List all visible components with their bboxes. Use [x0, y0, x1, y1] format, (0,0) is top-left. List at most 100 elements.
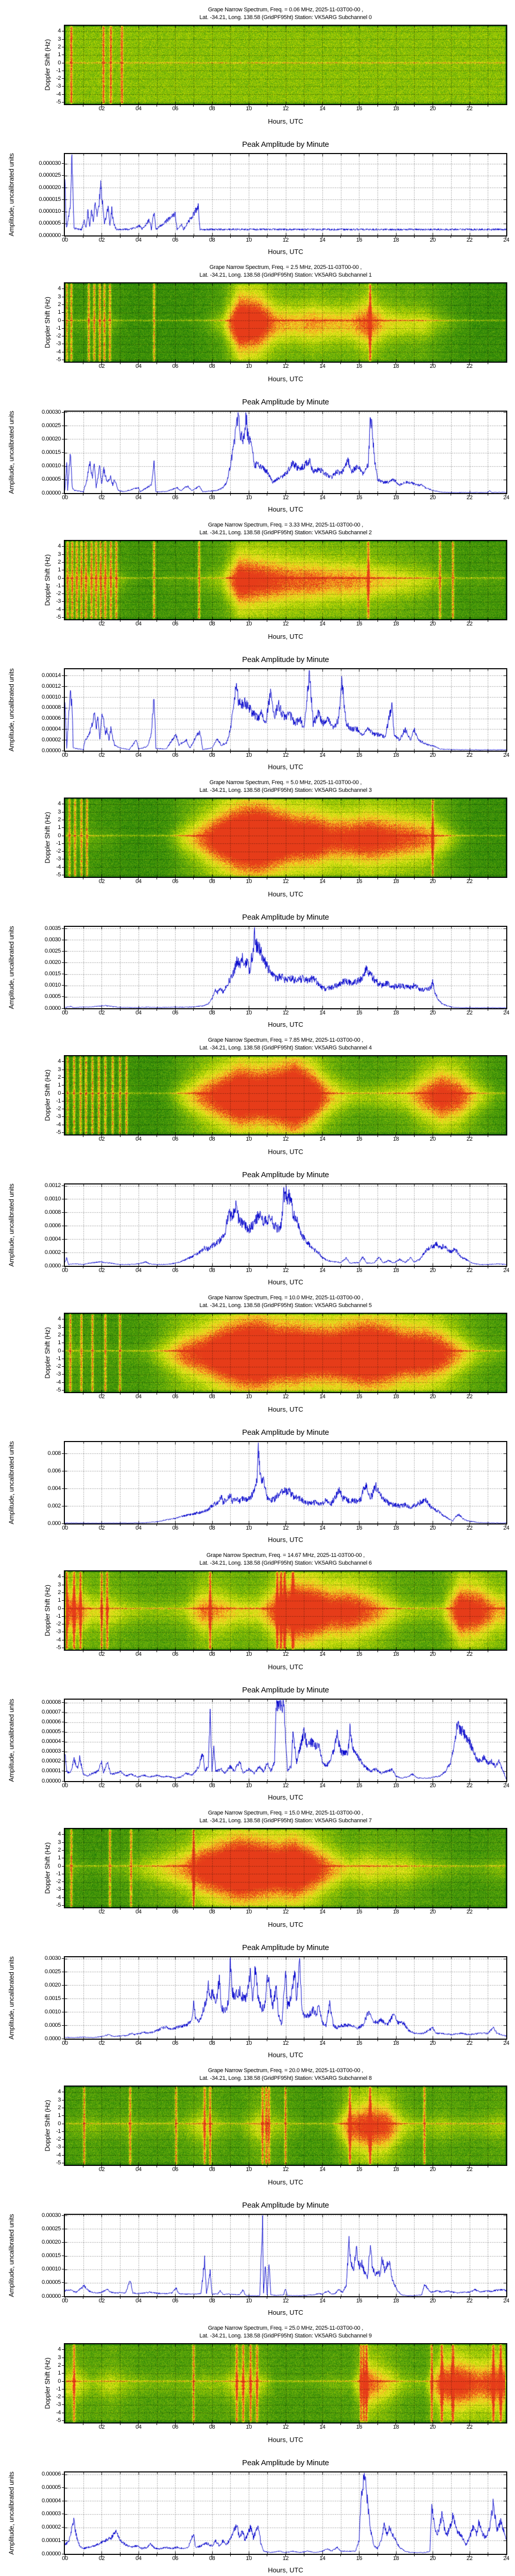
- x-tick-label: 06: [172, 1394, 179, 1400]
- tick-mark: [101, 2040, 102, 2042]
- tick-mark: [230, 620, 231, 622]
- tick-mark: [101, 1651, 102, 1653]
- y-tick-label: -5: [56, 1386, 61, 1393]
- tick-mark: [414, 1393, 415, 1395]
- tick-mark: [62, 728, 64, 730]
- tick-mark: [62, 1600, 64, 1601]
- tick-mark: [62, 1366, 64, 1367]
- tick-mark: [62, 479, 64, 480]
- tick-mark: [285, 236, 286, 239]
- amplitude-xaxis-label: Hours, UTC: [268, 2051, 303, 2059]
- tick-mark: [62, 1616, 64, 1617]
- x-tick-label: 10: [246, 1783, 252, 1789]
- tick-mark: [377, 1782, 378, 1784]
- x-tick-label: 20: [430, 1267, 436, 1274]
- x-tick-label: 00: [62, 2555, 68, 2562]
- y-tick-label: 2: [58, 1332, 61, 1338]
- x-tick-label: 12: [282, 2040, 289, 2046]
- spectrogram-plot: [65, 26, 506, 104]
- tick-mark: [101, 878, 102, 880]
- tick-mark: [175, 2555, 176, 2557]
- y-tick-label: -4: [56, 1636, 61, 1643]
- y-tick-label: 0.0035: [44, 925, 61, 931]
- x-tick-label: 00: [62, 1267, 68, 1274]
- tick-mark: [340, 1651, 341, 1652]
- y-tick-label: 0.00012: [42, 683, 61, 689]
- y-tick-label: 0.00004: [42, 725, 61, 732]
- y-tick-label: 0.00005: [42, 2279, 61, 2286]
- amplitude-plot: [65, 1184, 506, 1266]
- tick-mark: [62, 312, 64, 313]
- x-tick-label: 22: [466, 237, 473, 243]
- tick-mark: [101, 1524, 102, 1527]
- y-tick-label: -1: [56, 1097, 61, 1104]
- y-tick-label: 4: [58, 1831, 61, 1838]
- amplitude-plot: [65, 2472, 506, 2554]
- x-tick-label: 16: [356, 1394, 363, 1400]
- tick-mark: [119, 1267, 121, 1268]
- tick-mark: [138, 2297, 139, 2299]
- y-tick-label: 0: [58, 59, 61, 66]
- tick-mark: [469, 1651, 470, 1653]
- x-tick-label: 12: [282, 1525, 289, 1531]
- y-tick-label: 0.00030: [42, 409, 61, 415]
- x-tick-label: 04: [135, 363, 142, 369]
- spectrogram-title-line2: Lat. -34.21, Long. 138.58 (GridPF95ht) S…: [199, 1302, 372, 1309]
- x-tick-label: 08: [209, 878, 215, 885]
- tick-mark: [340, 2424, 341, 2425]
- y-tick-label: 0.00000: [42, 2550, 61, 2557]
- amplitude-xaxis-label: Hours, UTC: [268, 2309, 303, 2316]
- x-tick-label: 00: [62, 495, 68, 501]
- y-tick-label: 0: [58, 1347, 61, 1354]
- tick-mark: [377, 620, 378, 622]
- amplitude-title: Peak Amplitude by Minute: [242, 913, 329, 922]
- tick-mark: [119, 1908, 121, 1910]
- y-tick-label: 0.00015: [42, 449, 61, 456]
- x-tick-label: 08: [209, 2555, 215, 2562]
- x-tick-label: 02: [98, 1783, 105, 1789]
- tick-mark: [62, 1850, 64, 1851]
- tick-mark: [101, 1393, 102, 1395]
- y-tick-label: -3: [56, 1113, 61, 1120]
- tick-mark: [469, 878, 470, 880]
- tick-mark: [340, 2166, 341, 2167]
- spectrogram-xaxis-label: Hours, UTC: [268, 633, 303, 640]
- x-tick-label: 14: [319, 2040, 325, 2046]
- y-tick-label: 0.00007: [42, 1709, 61, 1716]
- y-tick-label: 0.00002: [42, 1758, 61, 1765]
- tick-mark: [285, 878, 286, 880]
- tick-mark: [138, 2424, 139, 2426]
- y-tick-label: 2: [58, 559, 61, 565]
- tick-mark: [469, 2297, 470, 2299]
- y-tick-label: 3: [58, 293, 61, 300]
- spectrogram-axes: [64, 282, 507, 363]
- amplitude-axes: [64, 1441, 507, 1524]
- tick-mark: [377, 1651, 378, 1652]
- x-tick-label: 14: [319, 2166, 325, 2173]
- tick-mark: [62, 1741, 64, 1742]
- x-tick-label: 14: [319, 1783, 325, 1789]
- y-tick-label: 0.00020: [42, 2239, 61, 2245]
- tick-mark: [101, 1782, 102, 1784]
- x-tick-label: 14: [319, 1394, 325, 1400]
- amplitude-plot: [65, 154, 506, 235]
- tick-mark: [414, 363, 415, 364]
- y-tick-label: 0.00001: [42, 2537, 61, 2544]
- x-tick-label: 08: [209, 363, 215, 369]
- y-tick-label: -5: [56, 98, 61, 105]
- y-tick-label: -4: [56, 1379, 61, 1385]
- spectrogram-title-line1: Grape Narrow Spectrum, Freq. = 3.33 MHz,…: [208, 522, 364, 528]
- spectrogram-axes: [64, 1055, 507, 1136]
- y-tick-label: 3: [58, 2354, 61, 2361]
- y-tick-label: 0.0010: [44, 1195, 61, 1202]
- tick-mark: [414, 1908, 415, 1910]
- x-tick-label: 12: [282, 1010, 289, 1016]
- tick-mark: [138, 1651, 139, 1653]
- y-tick-label: 0.00006: [42, 715, 61, 722]
- x-tick-label: 04: [135, 2040, 142, 2046]
- x-tick-label: 24: [503, 1010, 509, 1016]
- x-tick-label: 16: [356, 1783, 363, 1789]
- y-tick-label: 2: [58, 1074, 61, 1080]
- x-tick-label: 04: [135, 1525, 142, 1531]
- y-tick-label: -5: [56, 1129, 61, 1136]
